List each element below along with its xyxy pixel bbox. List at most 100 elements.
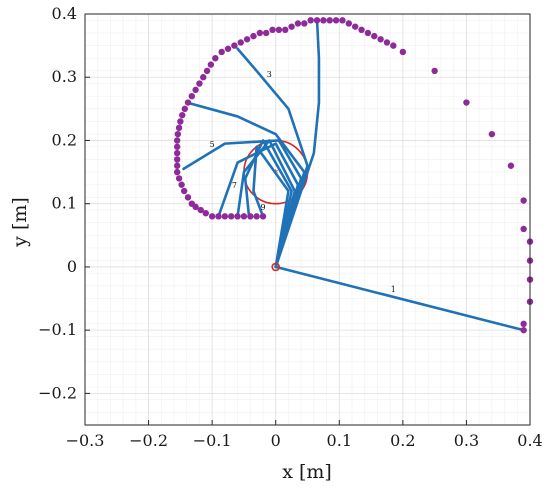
tick-labels: −0.3 −0.2 −0.1 0 0.1 0.2 0.3 0.4 −0.2 −0.1 0 0.1 0.2… <box>38 4 543 450</box>
target-point <box>212 55 219 62</box>
target-point <box>259 213 267 220</box>
origin-marker <box>271 262 281 272</box>
trajectory-label: 5 <box>210 140 215 149</box>
target-point <box>320 17 327 24</box>
target-point <box>188 93 195 100</box>
y-axis-title: y [m] <box>9 197 31 248</box>
target-point <box>179 111 186 119</box>
target-point <box>332 17 340 24</box>
target-point <box>358 26 365 34</box>
axes-background <box>85 14 530 425</box>
trajectory-label: 1 <box>391 285 396 294</box>
target-point <box>243 36 251 43</box>
target-point <box>256 29 264 37</box>
target-point <box>178 181 185 188</box>
target-point <box>313 17 321 24</box>
target-point <box>345 20 353 27</box>
target-point <box>173 156 181 163</box>
target-point <box>202 209 209 217</box>
target-point <box>520 225 527 233</box>
target-point <box>208 213 216 220</box>
target-point <box>301 20 308 27</box>
target-point <box>307 17 314 24</box>
x-tick-label: 0.2 <box>390 431 415 450</box>
target-point <box>262 29 270 37</box>
target-point <box>390 42 397 49</box>
target-point <box>399 48 407 56</box>
trajectory-line <box>243 139 293 269</box>
trajectory-label: 3 <box>267 70 272 79</box>
x-axis-title: x [m] <box>282 461 332 483</box>
target-point <box>326 17 333 24</box>
target-point <box>371 32 378 40</box>
target-point <box>181 105 189 113</box>
axes-frame <box>84 13 531 426</box>
target-point <box>218 48 225 56</box>
target-point <box>231 42 238 49</box>
trajectory-line <box>252 145 290 269</box>
y-tick-label: 0 <box>67 257 77 276</box>
target-point <box>250 32 257 40</box>
target-point <box>184 194 192 201</box>
target-point <box>175 124 183 132</box>
y-tick-label: 0.4 <box>52 4 77 23</box>
target-point <box>196 80 203 87</box>
y-tick-label: 0.3 <box>52 67 77 86</box>
target-point <box>339 17 346 24</box>
y-tick-label: −0.1 <box>38 320 77 339</box>
trajectory-line <box>236 139 297 269</box>
target-point <box>200 74 207 81</box>
x-tick-label: 0.4 <box>517 431 542 450</box>
target-point <box>463 99 470 106</box>
x-tick-label: 0.3 <box>454 431 479 450</box>
target-point <box>173 149 181 157</box>
target-point <box>173 162 181 169</box>
target-point <box>364 29 372 37</box>
target-point <box>431 67 438 75</box>
target-point <box>507 162 515 169</box>
target-point <box>184 99 192 106</box>
target-point <box>383 39 391 46</box>
x-tick-label: −0.3 <box>66 431 105 450</box>
target-point <box>275 26 283 34</box>
target-point <box>180 187 188 195</box>
trajectory-line <box>274 19 321 269</box>
target-point <box>215 213 222 220</box>
trajectory-label: 7 <box>232 181 237 190</box>
target-point <box>203 67 211 75</box>
target-point <box>221 213 229 220</box>
target-point <box>520 320 527 328</box>
tick-marks <box>84 13 531 425</box>
y-tick-label: 0.1 <box>52 194 77 213</box>
x-tick-label: 0.1 <box>327 431 352 450</box>
trajectory-label: 9 <box>260 203 265 212</box>
target-point <box>173 168 181 176</box>
x-tick-label: 0 <box>271 431 281 450</box>
target-point <box>351 23 359 30</box>
target-point <box>237 39 244 46</box>
target-point <box>240 213 248 220</box>
target-point <box>282 26 289 34</box>
trajectory-line <box>274 265 525 332</box>
target-point <box>269 26 276 34</box>
target-point <box>173 137 181 144</box>
target-point <box>247 213 254 220</box>
target-point <box>228 213 235 220</box>
y-tick-label: −0.2 <box>38 383 77 402</box>
target-point <box>175 175 183 182</box>
target-point <box>177 118 184 125</box>
x-tick-label: −0.1 <box>193 431 232 450</box>
target-point <box>192 86 199 94</box>
x-tick-label: −0.2 <box>129 431 168 450</box>
target-point <box>520 197 527 204</box>
target-point <box>377 36 384 43</box>
target-point <box>253 213 260 220</box>
target-point <box>174 130 182 138</box>
target-point <box>234 213 241 220</box>
target-point <box>173 143 181 150</box>
target-point <box>197 206 204 214</box>
target-point <box>488 130 496 138</box>
y-tick-label: 0.2 <box>52 130 77 149</box>
